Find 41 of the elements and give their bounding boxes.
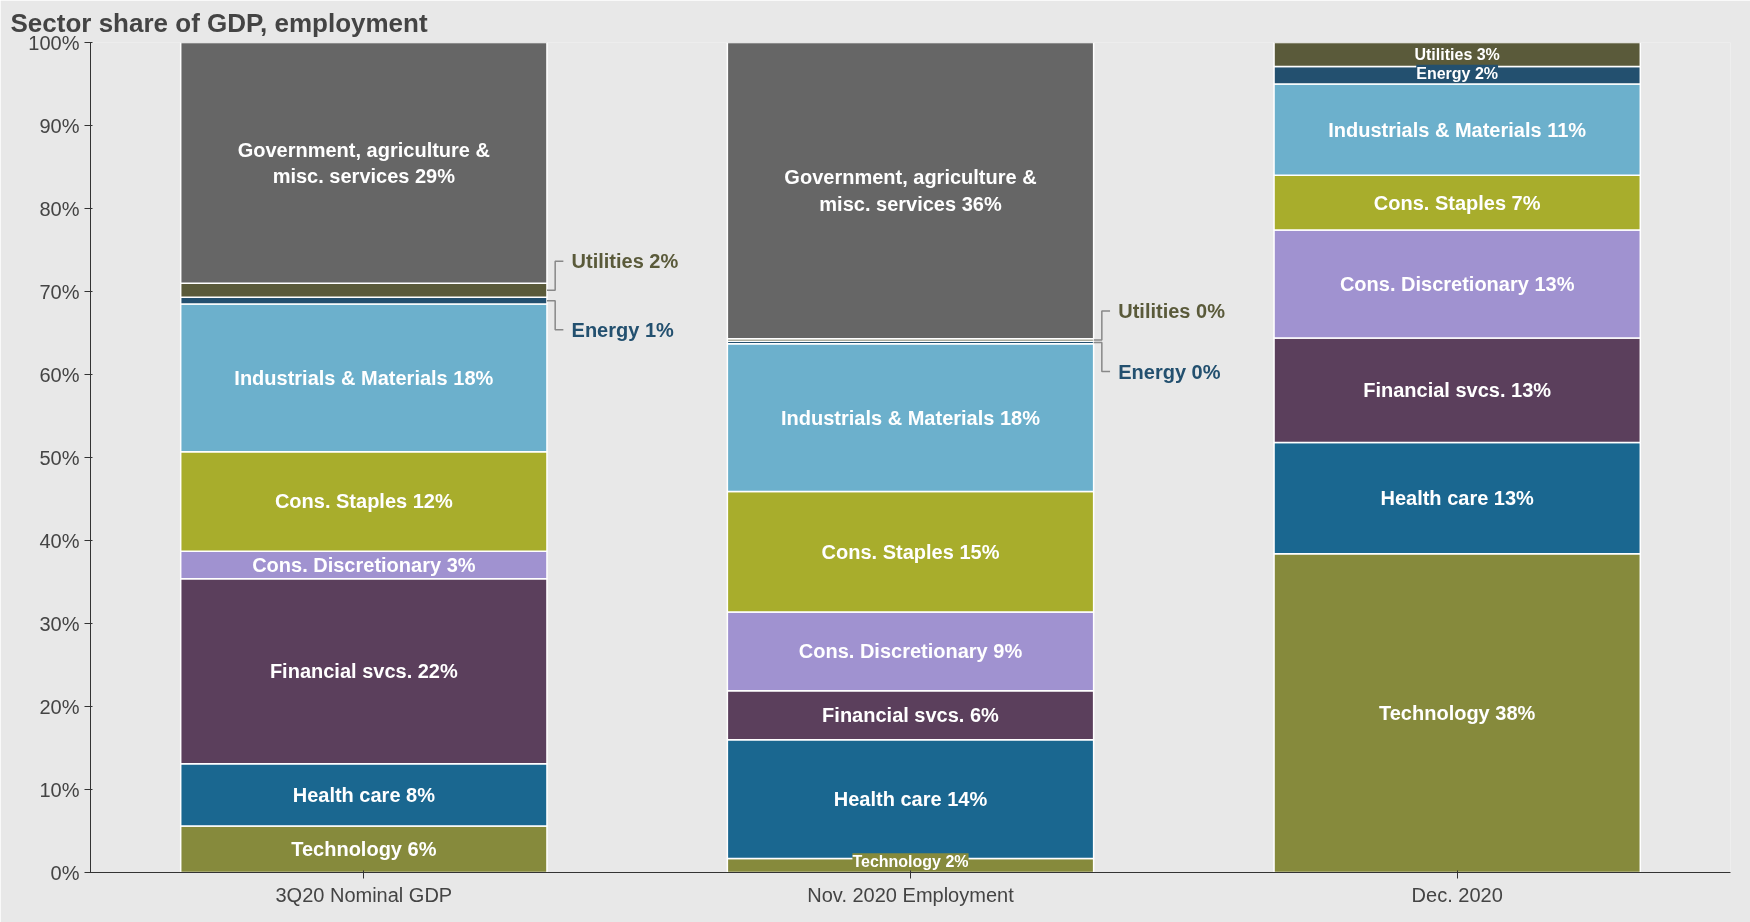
data-label: Energy 1%: [571, 318, 675, 341]
data-label: Utilities 3%: [1414, 46, 1500, 64]
data-label: Cons. Staples 12%: [274, 490, 453, 513]
data-label: Technology 2%: [852, 853, 969, 871]
data-label: Cons. Discretionary 13%: [1339, 273, 1575, 296]
data-label: Industrials & Materials 11%: [1328, 118, 1587, 141]
bar: [726, 42, 1095, 340]
data-label: Energy 2%: [1416, 64, 1499, 82]
data-label: Financial svcs. 22%: [269, 660, 458, 683]
y-tick-label: 90%: [39, 114, 80, 137]
x-tick-label: 3Q20 Nominal GDP: [275, 883, 453, 906]
data-label: Utilities 2%: [571, 250, 679, 273]
y-tick-label: 10%: [39, 778, 80, 801]
data-label: Industrials & Materials 18%: [781, 406, 1041, 429]
y-tick-label: 80%: [39, 197, 80, 220]
y-tick-label: 60%: [39, 363, 80, 386]
data-label: Government, agriculture & misc. services 29%: [237, 138, 490, 188]
y-tick-label: 40%: [39, 529, 80, 552]
y-tick-label: 20%: [39, 695, 80, 718]
data-label: Health care 14%: [833, 788, 988, 811]
y-tick-label: 30%: [39, 612, 80, 635]
data-label: Utilities 0%: [1118, 300, 1226, 323]
x-tick-label: Dec. 2020: [1411, 883, 1503, 906]
data-label: Government, agriculture & misc. services 36%: [784, 166, 1037, 215]
y-tick-label: 0%: [50, 861, 80, 884]
data-label: Industrials & Materials 18%: [234, 366, 494, 389]
data-label: Health care 13%: [1380, 487, 1535, 510]
y-tick-label: 70%: [39, 280, 80, 303]
y-tick-label: 50%: [39, 446, 80, 469]
data-label: Health care 8%: [292, 783, 436, 806]
data-label: Cons. Staples 7%: [1373, 191, 1541, 214]
data-label: Cons. Discretionary 9%: [798, 640, 1023, 663]
x-tick-label: Nov. 2020 Employment: [807, 883, 1015, 906]
y-tick-label: 100%: [28, 31, 80, 54]
data-label: Cons. Discretionary 3%: [252, 553, 476, 576]
data-label: Financial svcs. 13%: [1363, 379, 1552, 402]
data-label: Energy 0%: [1118, 360, 1221, 383]
data-label: Financial svcs. 6%: [822, 704, 1000, 727]
data-label: Technology 6%: [291, 838, 437, 861]
data-label: Technology 38%: [1379, 702, 1536, 725]
data-label: Cons. Staples 15%: [821, 540, 1000, 563]
